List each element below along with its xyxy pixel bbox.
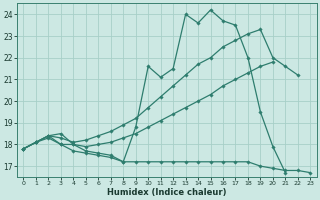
X-axis label: Humidex (Indice chaleur): Humidex (Indice chaleur) bbox=[107, 188, 227, 197]
